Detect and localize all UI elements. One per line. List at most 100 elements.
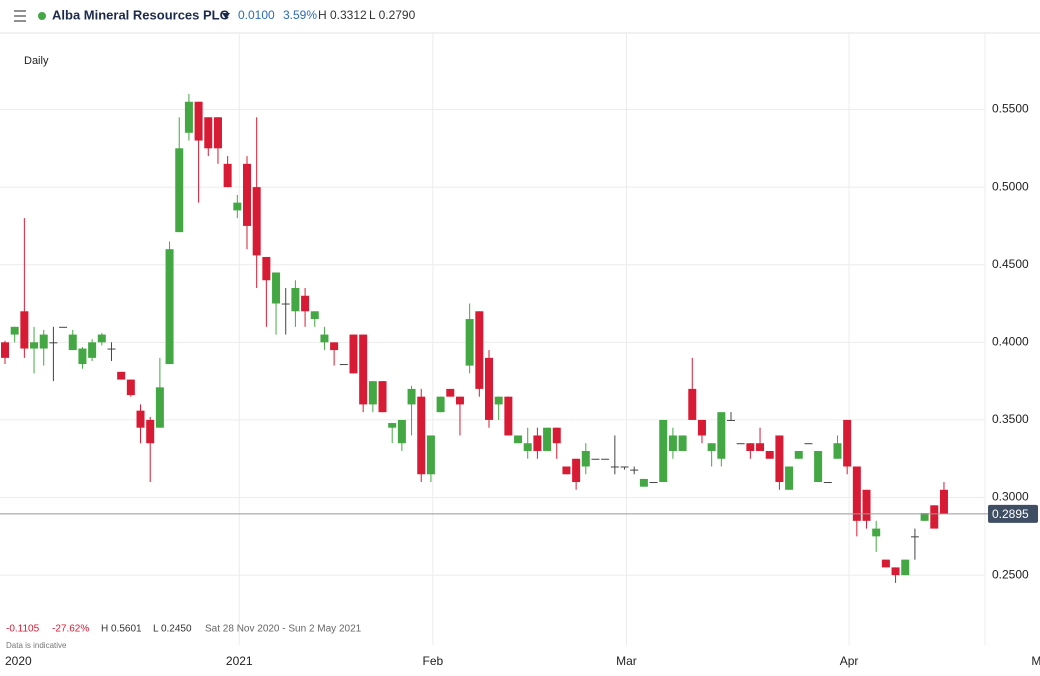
candle-body [194, 101, 203, 141]
y-tick-label: 0.5500 [992, 102, 1029, 116]
candle-body [30, 342, 39, 349]
candle-body [339, 364, 348, 366]
y-tick-label: 0.3000 [992, 490, 1029, 504]
candle-body [804, 443, 813, 445]
candle-body [184, 101, 193, 133]
candle-body [243, 163, 251, 226]
candle-body [1, 342, 9, 358]
candle-body [765, 450, 774, 459]
x-tick-label: Feb [423, 654, 444, 668]
candle-body [281, 303, 290, 305]
candle-body [68, 334, 77, 351]
candle-body [891, 567, 900, 576]
candle-body [359, 334, 368, 405]
candle-body [20, 311, 29, 349]
candle-body [494, 396, 503, 405]
candle-body [610, 466, 619, 468]
candle-body [823, 482, 832, 484]
candle-body [746, 443, 755, 451]
candle-body [262, 256, 271, 281]
candle-body [717, 412, 726, 459]
period-range: Sat 28 Nov 2020 - Sun 2 May 2021 [205, 624, 362, 635]
candle-body [233, 202, 242, 211]
candle-body [10, 326, 19, 335]
candle-body [272, 272, 281, 304]
candle-body [330, 342, 339, 351]
candle-body [88, 342, 97, 358]
candle-body [649, 482, 658, 484]
candle-body [833, 443, 842, 459]
candle-body [39, 334, 48, 349]
candle-body [514, 435, 523, 444]
candle-body [475, 311, 484, 389]
candle-body [388, 423, 397, 428]
candle-body [775, 435, 784, 483]
y-tick-label: 0.4500 [992, 257, 1029, 271]
candle-body [736, 443, 745, 445]
candle-body [920, 513, 929, 521]
candle-body [78, 348, 87, 365]
x-tick-label: Mar [616, 654, 637, 668]
y-tick-label: 0.5000 [992, 179, 1029, 193]
day-high: H 0.3312 [318, 8, 367, 22]
candle-body [407, 388, 416, 405]
candle-body [49, 342, 58, 344]
last-price-box [988, 504, 1038, 523]
candle-body [146, 419, 155, 444]
candles [1, 93, 948, 583]
candle-body [523, 443, 532, 451]
instrument-title[interactable]: Alba Mineral Resources PLC [52, 7, 230, 22]
candle-body [455, 396, 464, 405]
candle-body [785, 466, 794, 490]
last-price-label: 0.2895 [992, 507, 1029, 521]
candle-body [572, 458, 581, 483]
candle-body [630, 469, 639, 471]
candle-body [930, 505, 939, 529]
x-tick-label: 2021 [226, 654, 253, 668]
candle-body [910, 536, 919, 538]
candle-body [446, 388, 455, 397]
candle-body [301, 295, 310, 312]
candle-body [814, 450, 823, 483]
candle-body [901, 559, 910, 576]
x-tick-label: May [1031, 654, 1040, 668]
candle-body [436, 396, 445, 413]
candle-body [552, 427, 561, 444]
x-tick-label: 2020 [5, 654, 32, 668]
menu-icon[interactable] [14, 10, 26, 22]
y-tick-label: 0.4000 [992, 335, 1029, 349]
candle-body [697, 419, 706, 436]
candle-body [678, 435, 687, 451]
period-change-pct: -27.62% [52, 624, 89, 635]
candle-body [107, 348, 116, 350]
y-tick-label: 0.2500 [992, 567, 1029, 581]
candle-body [136, 410, 145, 428]
candle-body [939, 489, 948, 514]
dropdown-caret[interactable] [222, 13, 230, 19]
change: 0.0100 [238, 8, 275, 22]
candle-body [97, 334, 106, 343]
candle-body [213, 117, 222, 149]
change-pct: 3.59% [283, 8, 317, 22]
candle-body [320, 334, 329, 343]
candle-body [175, 148, 184, 233]
day-low: L 0.2790 [369, 8, 416, 22]
period-high: H 0.5601 [101, 624, 142, 635]
candle-body [252, 187, 261, 256]
candle-body [59, 326, 68, 328]
candle-body [485, 357, 493, 420]
interval: Daily [24, 55, 49, 67]
period-low: L 0.2450 [153, 624, 192, 635]
candle-body [881, 559, 890, 568]
candle-body [368, 381, 377, 405]
candle-body [862, 489, 871, 521]
candle-body [562, 466, 571, 475]
candle-body [310, 311, 319, 320]
candle-body [165, 249, 174, 365]
candle-body [659, 419, 668, 483]
candle-body [204, 117, 213, 149]
candle-body [756, 443, 765, 451]
candle-body [688, 388, 697, 420]
candle-body [843, 419, 852, 467]
